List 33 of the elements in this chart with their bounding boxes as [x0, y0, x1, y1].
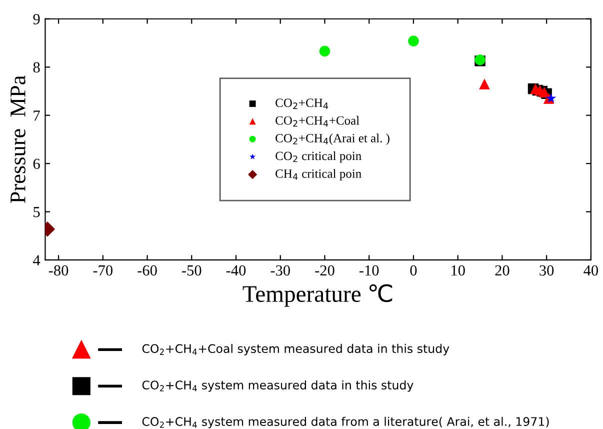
x-tick-label: -40	[226, 265, 246, 276]
text: CO$_{2}$+CH$_{4}$ system measured data in this study	[142, 380, 414, 392]
x-tick-label: 30	[540, 265, 554, 276]
x-tick-label: -70	[93, 265, 113, 276]
legend-label: CO$_{2}$+CH$_{4}$+Coal	[276, 116, 360, 127]
x-tick-label: 20	[495, 265, 510, 276]
point	[546, 93, 556, 103]
point	[479, 78, 490, 90]
x-tick-label: -30	[270, 265, 290, 276]
legend-label: CO$_{2}$+CH$_{4}$	[276, 98, 328, 109]
legend-label: CO$_{2}$+CH$_{4}$(Arai et al. )	[276, 134, 390, 145]
x-tick-label: 40	[584, 265, 598, 276]
x-axis-title: Temperature ℃	[242, 284, 392, 307]
text: CO$_{2}$+CH$_{4}$+Coal system measured data in this study	[142, 344, 450, 356]
y-tick-label: 9	[33, 14, 40, 24]
y-tick-label: 8	[33, 62, 40, 73]
y-tick-label: 5	[34, 207, 40, 218]
point	[408, 36, 419, 46]
point	[319, 46, 330, 57]
y-tick-label: 7	[34, 110, 40, 121]
text: CO$_{2}$+CH$_{4}$ system measured data from a literature( Arai, et al., 1971)	[142, 416, 549, 428]
x-tick-label: -80	[48, 265, 68, 276]
x-tick-label: -60	[138, 265, 157, 276]
x-tick-label: -20	[315, 265, 334, 276]
legend-label: CO$_{2}$ critical poin	[276, 151, 362, 163]
x-tick-label: -10	[359, 265, 379, 276]
y-tick-label: 4	[33, 255, 40, 266]
legend-label: CH$_{4}$ critical poin	[276, 169, 362, 180]
y-tick-label: 6	[33, 158, 40, 169]
x-tick-label: 0	[410, 265, 417, 276]
x-tick-label: 10	[452, 265, 465, 276]
y-axis-title: Pressure MPa	[10, 76, 26, 203]
x-tick-label: -50	[182, 265, 202, 276]
